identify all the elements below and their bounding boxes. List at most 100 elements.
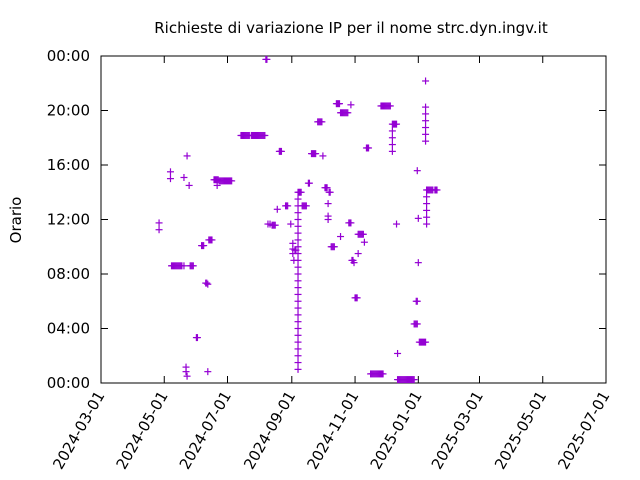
data-point — [294, 290, 302, 298]
data-point — [318, 118, 326, 126]
data-point — [294, 263, 302, 271]
data-point — [228, 177, 236, 185]
data-point — [294, 359, 302, 367]
data-point — [287, 220, 295, 228]
data-point — [261, 131, 269, 139]
data-point — [323, 184, 331, 192]
data-point — [393, 220, 401, 228]
data-point — [204, 368, 212, 376]
data-point — [388, 127, 396, 135]
data-point — [422, 137, 430, 145]
data-point — [277, 147, 285, 155]
data-point — [379, 370, 387, 378]
data-point — [347, 219, 355, 227]
data-point — [273, 205, 281, 213]
data-point — [422, 124, 430, 132]
x-tick-label: 2024-09-01 — [240, 388, 299, 473]
data-point — [336, 100, 344, 108]
data-point — [353, 294, 361, 302]
data-point — [294, 325, 302, 332]
data-point — [312, 150, 320, 158]
data-point — [294, 216, 302, 223]
data-point — [433, 186, 441, 194]
data-point — [319, 152, 327, 160]
data-point — [423, 213, 431, 221]
data-point — [422, 338, 430, 346]
data-point — [263, 55, 271, 63]
y-tick-label: 20:00 — [47, 102, 90, 120]
data-point — [294, 229, 302, 237]
data-point — [208, 236, 216, 244]
data-point — [213, 181, 221, 189]
points-layer — [155, 55, 441, 384]
data-point — [294, 222, 302, 230]
data-point — [302, 202, 310, 210]
data-point — [294, 352, 302, 360]
data-point — [354, 250, 362, 258]
data-point — [305, 179, 313, 187]
data-point — [394, 349, 402, 357]
axes-layer: 00:0004:0008:0012:0016:0020:0000:002024-… — [47, 47, 614, 473]
data-point — [360, 238, 368, 246]
y-tick-label: 16:00 — [47, 156, 90, 174]
data-point — [422, 110, 430, 118]
data-point — [294, 195, 302, 203]
data-point — [294, 209, 302, 217]
data-point — [284, 202, 292, 210]
data-point — [359, 230, 367, 238]
data-point — [203, 279, 211, 287]
data-point — [183, 152, 191, 160]
data-point — [294, 256, 302, 264]
data-point — [344, 109, 352, 117]
data-point — [410, 376, 418, 384]
data-point — [324, 216, 332, 223]
data-point — [414, 214, 422, 222]
data-point — [189, 262, 197, 270]
data-point — [297, 188, 305, 196]
data-point — [386, 102, 394, 110]
data-point — [413, 320, 421, 328]
data-point — [294, 297, 302, 305]
data-point — [423, 220, 431, 228]
data-point — [294, 304, 302, 312]
data-point — [294, 345, 302, 353]
data-point — [294, 250, 302, 258]
data-point — [166, 168, 174, 176]
data-point — [183, 372, 191, 380]
data-point — [413, 167, 421, 175]
data-point — [185, 181, 193, 189]
data-point — [422, 103, 430, 111]
data-point — [388, 141, 396, 149]
data-point — [155, 226, 163, 234]
data-point — [180, 173, 188, 181]
data-point — [200, 242, 208, 250]
data-point — [422, 130, 430, 138]
y-tick-label: 00:00 — [47, 47, 90, 65]
data-point — [294, 243, 302, 251]
data-point — [294, 331, 302, 339]
chart-title: Richieste di variazione IP per il nome s… — [154, 19, 548, 37]
data-point — [393, 120, 401, 128]
data-point — [413, 297, 421, 305]
x-tick-label: 2025-05-01 — [491, 388, 550, 473]
data-point — [337, 233, 345, 241]
x-tick-label: 2024-05-01 — [113, 388, 172, 473]
x-tick-label: 2025-03-01 — [428, 388, 487, 473]
data-point — [294, 311, 302, 319]
data-point — [180, 262, 188, 270]
data-point — [324, 200, 332, 208]
x-tick-label: 2025-01-01 — [367, 388, 426, 473]
data-point — [294, 284, 302, 292]
y-tick-label: 00:00 — [47, 374, 90, 392]
y-tick-label: 08:00 — [47, 265, 90, 283]
data-point — [326, 188, 334, 196]
y-axis-label: Orario — [7, 197, 25, 244]
data-point — [193, 334, 201, 342]
data-point — [182, 368, 190, 376]
x-tick-label: 2024-11-01 — [303, 388, 362, 473]
x-tick-label: 2025-07-01 — [554, 388, 613, 473]
x-tick-label: 2024-07-01 — [176, 388, 235, 473]
data-point — [271, 221, 279, 229]
data-point — [204, 280, 212, 288]
